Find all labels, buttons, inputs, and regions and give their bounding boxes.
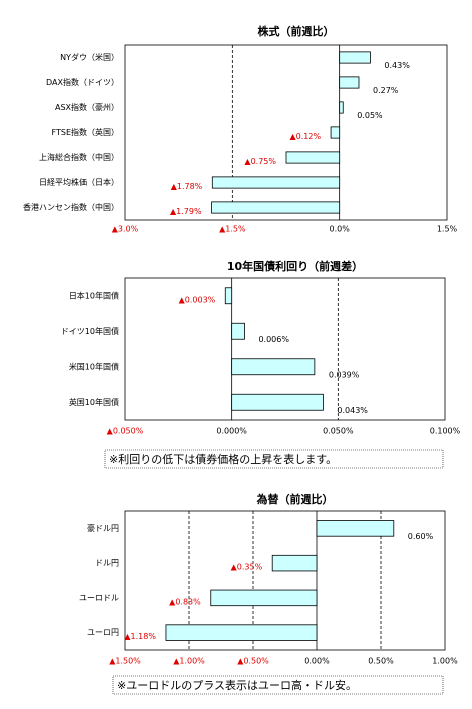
x-tick-label: 0.50% bbox=[368, 657, 394, 666]
category-label: 米国10年国債 bbox=[69, 361, 119, 371]
bar bbox=[330, 126, 341, 139]
x-tick-label: 0.00% bbox=[304, 657, 330, 666]
plot-area bbox=[124, 277, 446, 421]
category-label: NYダウ（米国） bbox=[60, 52, 119, 62]
category-label: ドル円 bbox=[95, 559, 119, 568]
value-label: 0.60% bbox=[408, 532, 434, 541]
value-label: ▲0.75% bbox=[244, 157, 276, 166]
category-label: 英国10年国債 bbox=[69, 397, 119, 407]
value-label: ▲0.83% bbox=[169, 597, 201, 606]
value-label: 0.043% bbox=[337, 406, 368, 415]
bar bbox=[211, 176, 341, 189]
x-tick-label: 1.00% bbox=[432, 657, 458, 666]
x-tick-label: ▲3.0% bbox=[112, 225, 139, 234]
category-label: ドイツ10年国債 bbox=[61, 326, 119, 336]
category-label: FTSE指数（英国） bbox=[52, 127, 119, 137]
value-label: 0.039% bbox=[329, 370, 360, 379]
category-label: DAX指数（ドイツ） bbox=[46, 77, 119, 87]
category-label: 豪ドル円 bbox=[87, 523, 119, 533]
bar bbox=[271, 554, 318, 572]
value-label: ▲1.18% bbox=[124, 632, 156, 641]
x-tick-label: 0.0% bbox=[330, 225, 351, 234]
bar bbox=[224, 287, 233, 305]
x-tick-label: 1.5% bbox=[437, 225, 458, 234]
chart-title: 為替（前週比） bbox=[257, 492, 334, 506]
bar bbox=[339, 101, 344, 114]
x-tick-label: ▲0.050% bbox=[107, 427, 144, 436]
x-tick-label: 0.000% bbox=[216, 427, 247, 436]
category-label: ユーロ円 bbox=[87, 628, 119, 637]
bar bbox=[231, 358, 316, 376]
value-label: ▲1.78% bbox=[171, 182, 203, 191]
chart-title: 株式（前週比） bbox=[258, 24, 335, 38]
category-label: ASX指数（豪州） bbox=[55, 102, 119, 112]
x-tick-label: 0.100% bbox=[430, 427, 461, 436]
x-tick-label: ▲1.50% bbox=[109, 657, 141, 666]
bar bbox=[231, 393, 324, 411]
chart-title: 10年国債利回り（前週差） bbox=[227, 259, 363, 273]
note-box bbox=[112, 675, 444, 695]
x-tick-label: ▲1.00% bbox=[173, 657, 205, 666]
category-label: 日経平均株価（日本） bbox=[39, 177, 119, 187]
value-label: 0.006% bbox=[258, 335, 289, 344]
bar bbox=[210, 589, 318, 607]
category-label: ユーロドル bbox=[79, 593, 119, 602]
bar bbox=[339, 76, 360, 89]
bar bbox=[165, 624, 318, 641]
note: ※ユーロドルのプラス表示はユーロ高・ドル安。 bbox=[117, 678, 357, 692]
bar bbox=[285, 151, 341, 164]
value-label: ▲0.35% bbox=[231, 563, 263, 572]
category-label: 日本10年国債 bbox=[69, 290, 119, 300]
value-label: ▲0.12% bbox=[290, 132, 322, 141]
x-tick-label: ▲1.5% bbox=[219, 225, 246, 234]
x-tick-label: ▲0.50% bbox=[237, 657, 269, 666]
bar bbox=[231, 322, 245, 340]
value-label: 0.27% bbox=[373, 86, 399, 95]
category-label: 香港ハンセン指数（中国） bbox=[23, 202, 119, 212]
value-label: ▲0.003% bbox=[179, 295, 216, 304]
value-label: ▲1.79% bbox=[170, 207, 202, 216]
value-label: 0.43% bbox=[384, 61, 410, 70]
bar bbox=[316, 520, 395, 537]
value-label: 0.05% bbox=[357, 111, 383, 120]
note-box bbox=[104, 449, 444, 469]
bar bbox=[211, 201, 341, 214]
note: ※利回りの低下は債券価格の上昇を表します。 bbox=[109, 452, 337, 466]
bar bbox=[339, 51, 371, 64]
plot-area bbox=[124, 510, 446, 651]
plot-area bbox=[124, 44, 448, 221]
category-label: 上海総合指数（中国） bbox=[39, 152, 119, 162]
x-tick-label: 0.050% bbox=[323, 427, 354, 436]
